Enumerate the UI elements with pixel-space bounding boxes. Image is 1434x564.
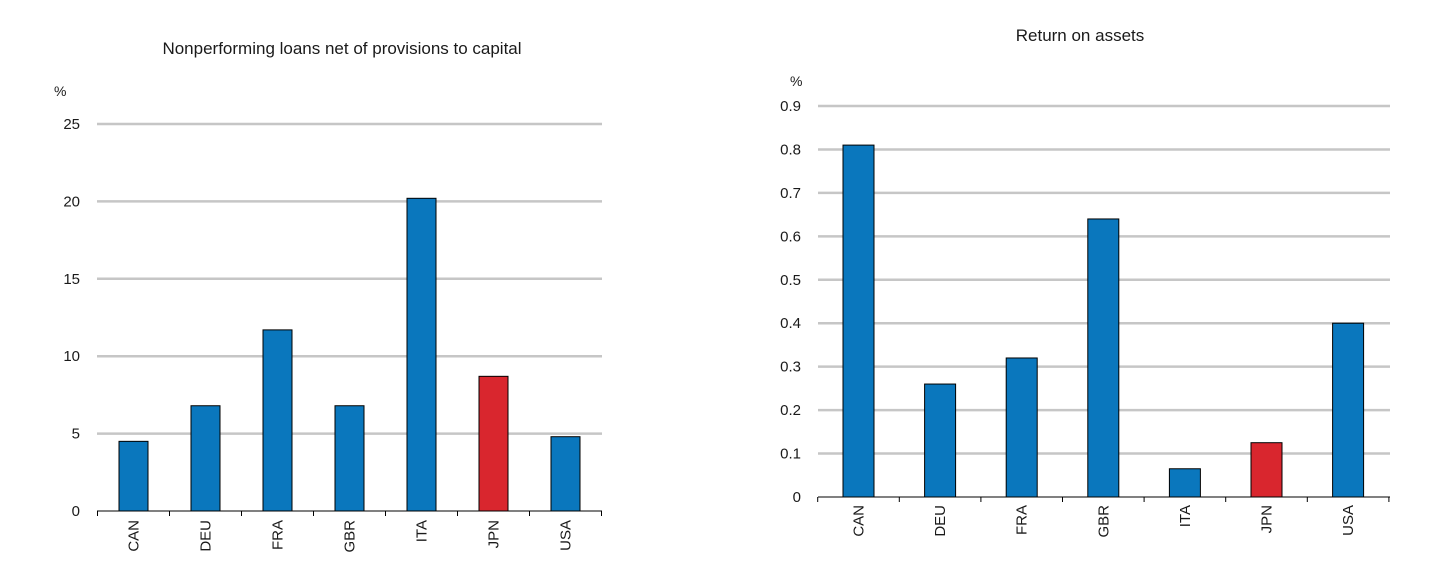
x-category-label: DEU	[932, 505, 949, 537]
y-axis-unit-label: %	[54, 83, 66, 99]
y-tick-label: 0.3	[780, 359, 801, 376]
y-tick-label: 20	[63, 193, 80, 210]
x-category-label: DEU	[198, 520, 215, 552]
y-tick-label: 5	[72, 426, 80, 443]
bar-gbr	[1087, 218, 1120, 498]
x-category-label: USA	[558, 520, 575, 551]
x-category-label: CAN	[851, 505, 868, 537]
bar-ita	[406, 197, 437, 512]
y-tick-label: 0.8	[780, 141, 801, 158]
chart-title: Nonperforming loans net of provisions to…	[162, 39, 521, 58]
x-category-label: JPN	[1259, 505, 1276, 533]
bar-deu	[190, 405, 221, 512]
y-tick-label: 0.9	[780, 98, 801, 115]
y-tick-label: 10	[63, 348, 80, 365]
chart-return-on-assets: Return on assets% 0 0.1 0.2 0.3 0.4 0.5 0.6 0.7 0…	[780, 26, 1390, 538]
y-tick-label: 15	[63, 271, 80, 288]
bar-jpn	[1250, 442, 1283, 498]
bar-ita	[1168, 468, 1201, 498]
bar-fra	[1005, 357, 1038, 498]
bar-gbr	[334, 405, 365, 512]
y-tick-label: 0.2	[780, 402, 801, 419]
y-tick-label: 0.4	[780, 315, 801, 332]
bar-jpn	[478, 375, 509, 512]
x-category-label: GBR	[1095, 505, 1112, 538]
bar-can	[118, 440, 149, 512]
bar-can	[842, 144, 875, 498]
x-category-label: JPN	[486, 520, 503, 548]
y-tick-label: 0.5	[780, 272, 801, 289]
bar-deu	[924, 383, 957, 498]
y-axis-unit-label: %	[790, 73, 802, 89]
y-tick-label: 0.6	[780, 228, 801, 245]
x-category-label: USA	[1340, 505, 1357, 536]
chart-nonperforming-loans: Nonperforming loans net of provisions to…	[54, 39, 602, 553]
x-category-label: ITA	[414, 520, 431, 542]
y-tick-label: 0	[793, 489, 801, 506]
x-category-label: ITA	[1177, 505, 1194, 527]
x-category-label: FRA	[270, 520, 287, 550]
y-tick-label: 0.1	[780, 446, 801, 463]
y-tick-label: 25	[63, 116, 80, 133]
y-tick-label: 0.7	[780, 185, 801, 202]
x-category-label: CAN	[126, 520, 143, 552]
chart-title: Return on assets	[1016, 26, 1145, 45]
x-category-label: FRA	[1014, 505, 1031, 535]
bar-usa	[1332, 322, 1365, 498]
y-tick-label: 0	[72, 503, 80, 520]
bar-usa	[550, 436, 581, 512]
x-category-label: GBR	[342, 520, 359, 553]
bar-fra	[262, 329, 293, 512]
